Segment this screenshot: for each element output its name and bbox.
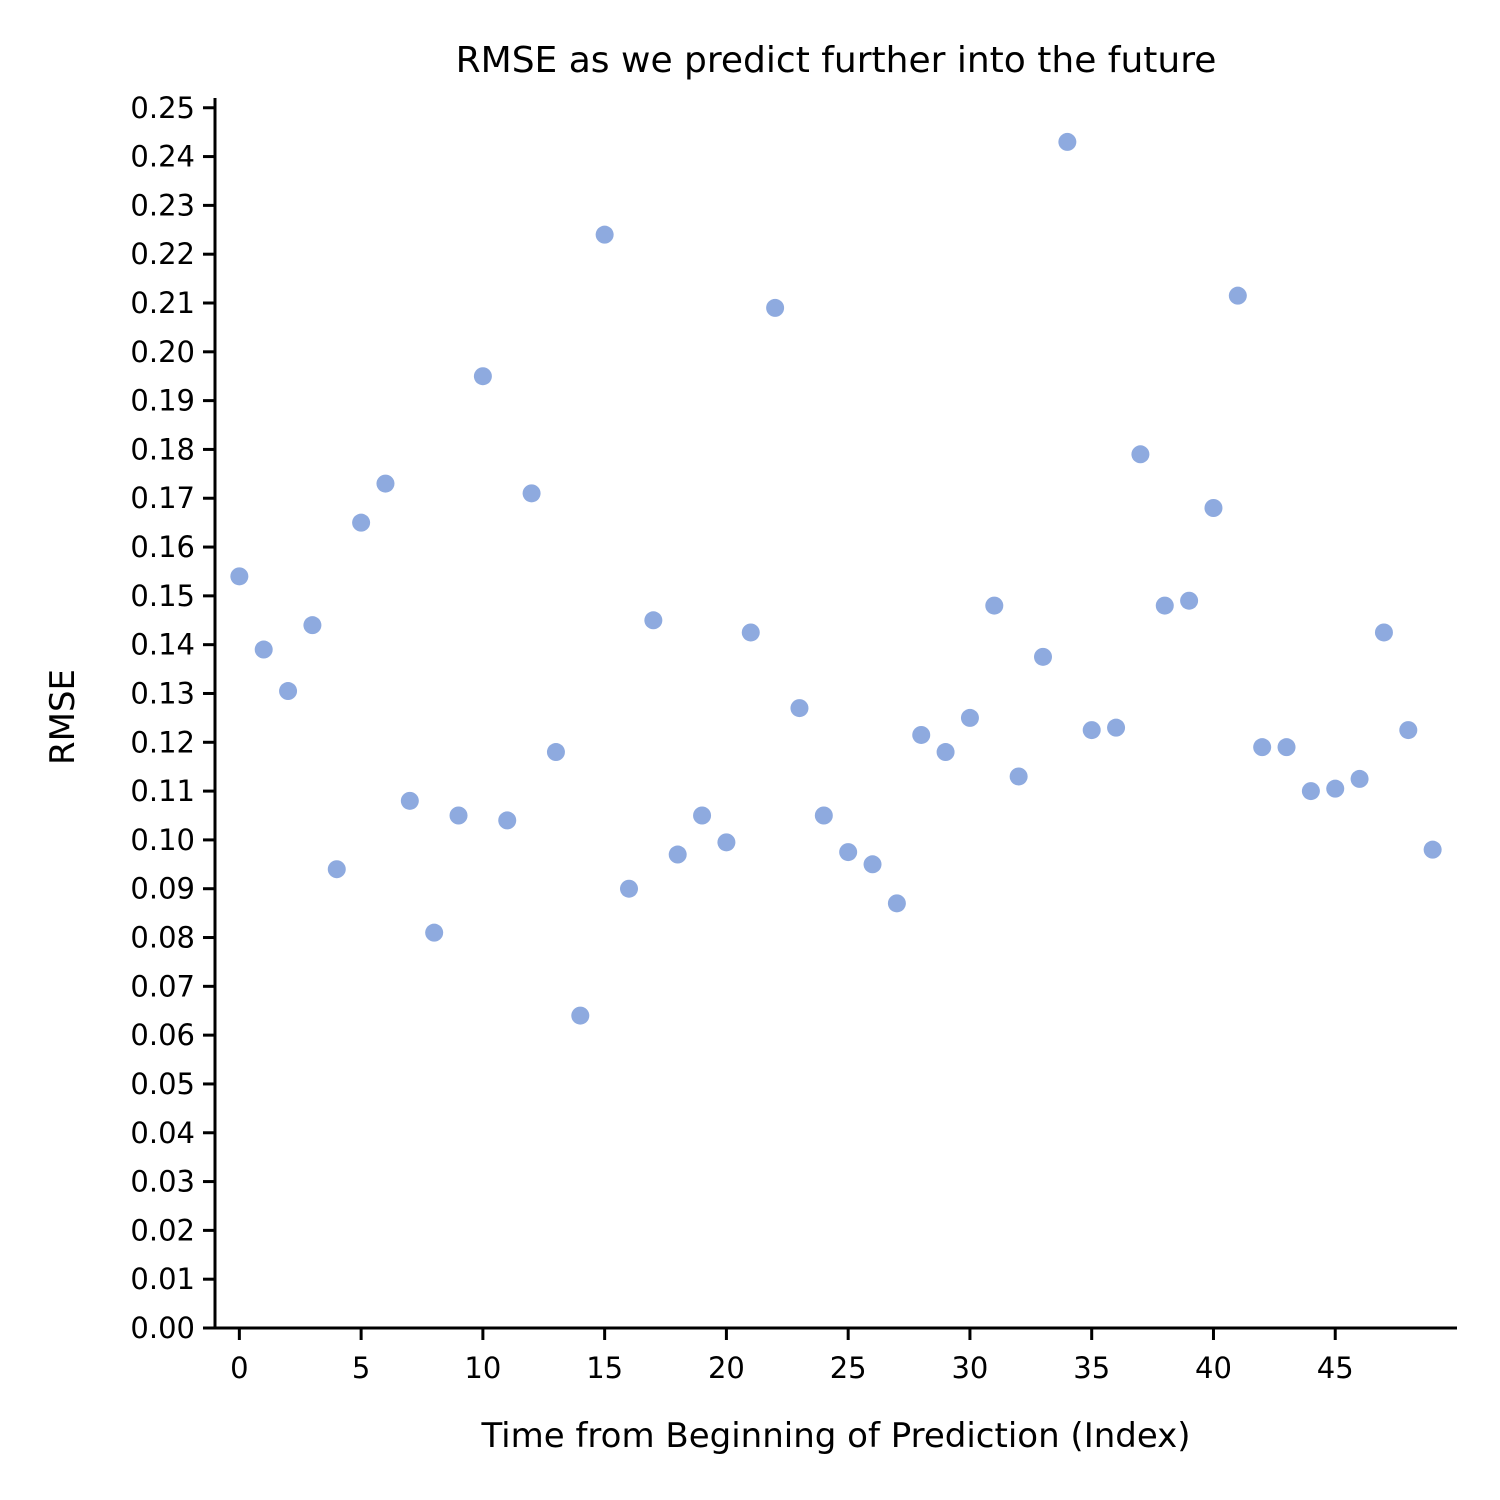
- data-point: [1155, 596, 1174, 615]
- data-point: [912, 725, 931, 744]
- data-point: [741, 623, 760, 642]
- y-axis-label: RMSE: [43, 669, 83, 765]
- y-tick-label: 0.10: [130, 823, 195, 857]
- y-tick-label: 0.25: [130, 91, 195, 125]
- data-point: [376, 474, 395, 493]
- data-point: [1204, 499, 1223, 517]
- chart-title: RMSE as we predict further into the futu…: [456, 40, 1217, 81]
- y-tick-label: 0.11: [130, 774, 195, 808]
- data-point: [790, 699, 809, 718]
- y-tick-label: 0.01: [130, 1262, 195, 1296]
- x-tick-label: 30: [951, 1351, 988, 1385]
- data-point: [936, 743, 955, 762]
- data-point: [1374, 623, 1393, 642]
- data-point: [1009, 767, 1028, 786]
- y-tick-label: 0.04: [130, 1116, 195, 1150]
- data-point: [1301, 782, 1320, 801]
- data-point: [1034, 647, 1052, 666]
- data-point: [717, 833, 736, 852]
- y-tick-label: 0.12: [130, 725, 195, 759]
- y-tick-label: 0.15: [130, 579, 195, 613]
- data-points: [230, 132, 1442, 1025]
- data-point: [327, 860, 346, 879]
- x-tick-label: 25: [830, 1351, 867, 1385]
- data-point: [1277, 738, 1296, 757]
- x-tick-label: 0: [230, 1351, 248, 1385]
- data-point: [254, 640, 273, 659]
- data-point: [473, 367, 492, 386]
- x-tick-label: 40: [1195, 1351, 1232, 1385]
- data-point: [449, 806, 468, 825]
- y-tick-label: 0.14: [130, 628, 195, 662]
- data-point: [546, 743, 565, 762]
- data-point: [1228, 286, 1247, 305]
- data-point: [1350, 769, 1369, 788]
- data-point: [693, 806, 712, 825]
- data-point: [839, 843, 858, 862]
- x-tick-label: 15: [586, 1351, 623, 1385]
- x-axis-ticks: 0 5 10 15 20 25 30 35 40 45: [230, 1328, 1354, 1385]
- data-point: [620, 879, 638, 898]
- data-point: [863, 855, 882, 874]
- y-tick-label: 0.09: [130, 872, 195, 906]
- data-point: [1326, 779, 1345, 798]
- y-tick-label: 0.06: [130, 1018, 195, 1052]
- data-point: [985, 596, 1004, 615]
- data-point: [644, 611, 663, 630]
- x-tick-label: 35: [1073, 1351, 1110, 1385]
- y-tick-label: 0.13: [130, 676, 195, 710]
- data-point: [1423, 840, 1442, 859]
- data-point: [814, 806, 833, 825]
- y-tick-label: 0.19: [130, 384, 195, 418]
- y-tick-label: 0.05: [130, 1067, 195, 1101]
- data-point: [303, 616, 322, 635]
- data-point: [960, 708, 979, 727]
- y-tick-label: 0.00: [130, 1311, 195, 1345]
- y-tick-label: 0.02: [130, 1213, 195, 1247]
- data-point: [1180, 591, 1199, 610]
- data-point: [1082, 721, 1101, 740]
- data-point: [522, 484, 541, 503]
- data-point: [766, 298, 785, 317]
- data-point: [352, 513, 371, 532]
- y-tick-label: 0.24: [130, 140, 195, 174]
- data-point: [1253, 738, 1272, 757]
- data-point: [887, 894, 906, 913]
- y-tick-label: 0.21: [130, 286, 195, 320]
- data-point: [498, 811, 517, 830]
- y-tick-label: 0.20: [130, 335, 195, 369]
- x-tick-label: 5: [352, 1351, 370, 1385]
- y-tick-label: 0.18: [130, 432, 195, 466]
- x-tick-label: 10: [464, 1351, 501, 1385]
- y-tick-label: 0.16: [130, 530, 195, 564]
- y-tick-label: 0.08: [130, 921, 195, 955]
- y-tick-label: 0.03: [130, 1165, 195, 1199]
- data-point: [425, 923, 444, 942]
- y-tick-label: 0.07: [130, 969, 195, 1003]
- data-point: [1107, 718, 1126, 737]
- y-axis-ticks: 0.00 0.01 0.02 0.03 0.04 0.05 0.06 0.07 0.08 0.09…: [130, 91, 215, 1345]
- data-point: [595, 225, 614, 244]
- x-axis-label: Time from Beginning of Prediction (Index…: [480, 1416, 1190, 1456]
- data-point: [400, 791, 419, 810]
- data-point: [1399, 721, 1418, 740]
- data-point: [571, 1006, 590, 1025]
- data-point: [279, 682, 298, 701]
- data-point: [1131, 445, 1150, 464]
- data-point: [1058, 132, 1077, 151]
- y-tick-label: 0.23: [130, 188, 195, 222]
- x-tick-label: 45: [1317, 1351, 1354, 1385]
- y-tick-label: 0.17: [130, 481, 195, 515]
- x-tick-label: 20: [708, 1351, 745, 1385]
- data-point: [230, 567, 249, 586]
- y-tick-label: 0.22: [130, 237, 195, 271]
- data-point: [668, 845, 687, 864]
